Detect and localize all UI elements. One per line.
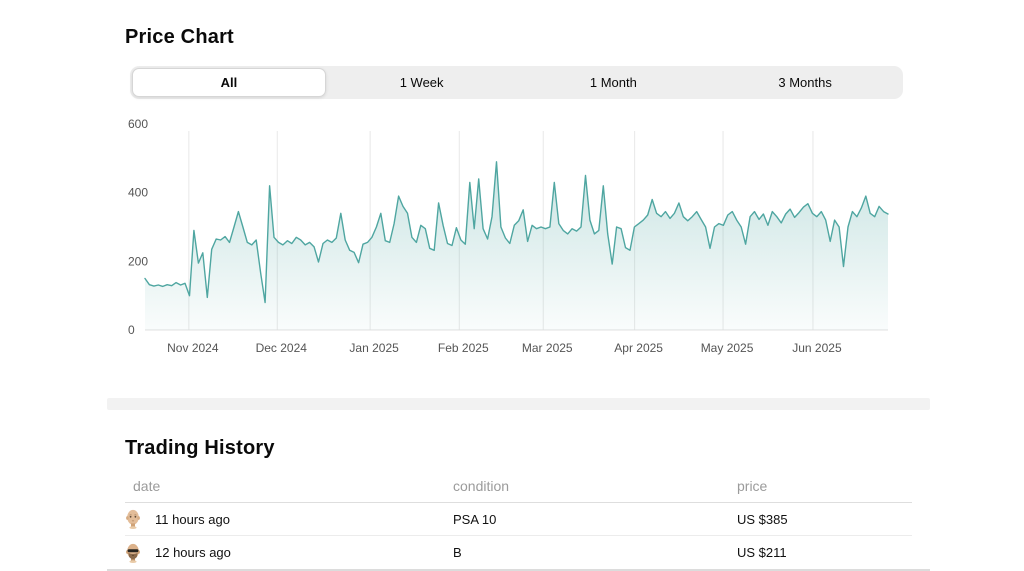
- svg-text:Nov 2024: Nov 2024: [167, 341, 219, 355]
- trading-history-table: date condition price: [107, 470, 930, 571]
- price-chart-area: Nov 2024 Dec 2024 Jan 2025 Feb 2025 Mar 2025…: [125, 112, 912, 364]
- section-divider-bar: [107, 398, 930, 410]
- trade-date: 12 hours ago: [155, 545, 231, 560]
- column-header-price: price: [737, 478, 768, 494]
- trade-date: 11 hours ago: [155, 511, 230, 527]
- svg-text:Jun 2025: Jun 2025: [792, 341, 842, 355]
- price-area-chart: Nov 2024 Dec 2024 Jan 2025 Feb 2025 Mar 2025…: [128, 117, 889, 355]
- sunglasses-man-avatar-icon: [126, 543, 140, 563]
- page-container: Price Chart All 1 Week 1 Month 3 Months …: [107, 0, 930, 571]
- table-row: 12 hours ago B US $211: [125, 536, 912, 569]
- trade-condition: PSA 10: [453, 511, 497, 527]
- svg-text:Jan 2025: Jan 2025: [349, 341, 399, 355]
- tab-1-week[interactable]: 1 Week: [399, 75, 444, 90]
- svg-text:200: 200: [128, 254, 148, 268]
- svg-text:May 2025: May 2025: [701, 341, 754, 355]
- price-chart-title: Price Chart: [125, 26, 234, 48]
- trade-condition: B: [453, 545, 462, 560]
- tab-1-month[interactable]: 1 Month: [589, 75, 637, 90]
- tab-3-months[interactable]: 3 Months: [778, 75, 832, 90]
- svg-text:400: 400: [128, 186, 148, 200]
- table-row: 11 hours ago PSA 10 US $385: [125, 503, 912, 536]
- trade-price: US $211: [737, 545, 787, 560]
- svg-text:Feb 2025: Feb 2025: [438, 341, 489, 355]
- svg-text:Apr 2025: Apr 2025: [614, 341, 663, 355]
- svg-text:Mar 2025: Mar 2025: [522, 341, 573, 355]
- old-man-avatar-icon: [126, 509, 140, 529]
- trading-history-title: Trading History: [125, 437, 275, 459]
- time-range-tabbar: All 1 Week 1 Month 3 Months: [130, 66, 903, 99]
- svg-text:600: 600: [128, 117, 148, 131]
- column-header-condition: condition: [453, 478, 510, 494]
- tab-all[interactable]: All: [132, 68, 326, 97]
- svg-text:0: 0: [128, 323, 135, 337]
- table-bottom-border: [107, 569, 930, 571]
- svg-text:Dec 2024: Dec 2024: [256, 341, 308, 355]
- trade-price: US $385: [737, 511, 788, 527]
- table-header-row: date condition price: [125, 470, 912, 503]
- column-header-date: date: [133, 478, 161, 494]
